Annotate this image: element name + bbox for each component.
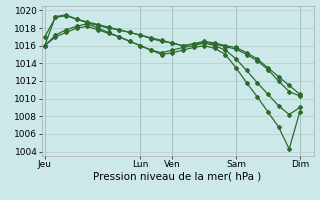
- X-axis label: Pression niveau de la mer( hPa ): Pression niveau de la mer( hPa ): [93, 172, 262, 182]
